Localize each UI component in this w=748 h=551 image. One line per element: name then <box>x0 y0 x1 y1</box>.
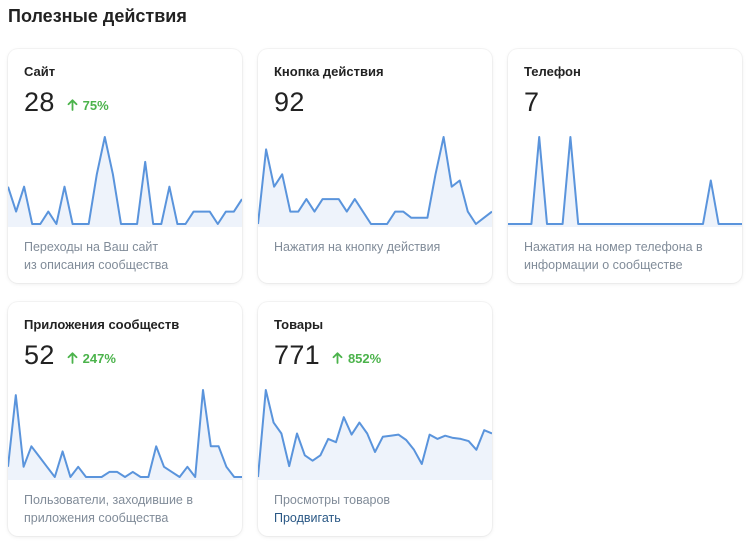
trend-value: 75% <box>82 97 109 113</box>
sparkline-line <box>8 390 242 477</box>
sparkline-area <box>258 137 492 227</box>
sparkline-line <box>258 390 492 477</box>
sparkline-line <box>508 137 742 224</box>
card-description: Нажатия на номер телефона в информации о… <box>524 238 729 274</box>
sparkline-line <box>258 137 492 224</box>
card-value: 92 <box>274 87 305 117</box>
arrow-up-icon <box>67 99 78 111</box>
trend-value: 852% <box>347 350 382 366</box>
stat-card-site[interactable]: Сайт 28 75% Переходы на Ваш сайт из опис… <box>8 49 242 283</box>
card-title: Кнопка действия <box>274 64 384 79</box>
sparkline-area <box>8 390 242 480</box>
card-value-row: 28 75% <box>24 87 109 118</box>
stat-card-phone[interactable]: Телефон 7 Нажатия на номер телефона в ин… <box>508 49 742 283</box>
stat-card-community-apps[interactable]: Приложения сообществ 52 247% Пользовател… <box>8 302 242 536</box>
card-description: Переходы на Ваш сайт из описания сообщес… <box>24 238 229 274</box>
description-line: из описания сообщества <box>24 258 169 272</box>
sparkline-chart <box>508 127 742 227</box>
description-line: информации о сообществе <box>524 258 683 272</box>
arrow-up-icon <box>67 352 78 364</box>
card-value: 7 <box>524 87 540 117</box>
card-title: Приложения сообществ <box>24 317 180 332</box>
card-value-row: 52 247% <box>24 340 116 371</box>
description-line: Переходы на Ваш сайт <box>24 240 159 254</box>
sparkline-area <box>8 137 242 227</box>
stat-card-action-button[interactable]: Кнопка действия 92 Нажатия на кнопку дей… <box>258 49 492 283</box>
trend-badge: 852% <box>332 351 381 366</box>
card-value-row: 7 <box>524 87 539 118</box>
trend-badge: 75% <box>67 98 109 113</box>
sparkline-chart <box>8 380 242 480</box>
trend-badge: 247% <box>67 351 116 366</box>
description-line: Пользователи, заходившие в <box>24 493 193 507</box>
card-description: Пользователи, заходившие в приложения со… <box>24 491 229 527</box>
card-title: Товары <box>274 317 324 332</box>
section-title: Полезные действия <box>8 6 187 26</box>
sparkline-area <box>258 390 492 480</box>
card-value-row: 771 852% <box>274 340 381 371</box>
description-line: Нажатия на номер телефона в <box>524 240 703 254</box>
card-title: Сайт <box>24 64 56 79</box>
sparkline-chart <box>8 127 242 227</box>
description-line: Нажатия на кнопку действия <box>274 240 441 254</box>
card-value-row: 92 <box>274 87 305 118</box>
sparkline-chart <box>258 380 492 480</box>
card-value: 771 <box>274 340 320 370</box>
description-line: Просмотры товаров <box>274 493 391 507</box>
trend-value: 247% <box>82 350 116 366</box>
card-value: 52 <box>24 340 55 370</box>
card-value: 28 <box>24 87 55 117</box>
sparkline-area <box>508 137 742 227</box>
promote-link[interactable]: Продвигать <box>274 511 341 525</box>
sparkline-chart <box>258 127 492 227</box>
card-description: Просмотры товаров Продвигать <box>274 491 479 527</box>
description-line: приложения сообщества <box>24 511 169 525</box>
stat-card-products[interactable]: Товары 771 852% Просмотры товаров Продви… <box>258 302 492 536</box>
card-description: Нажатия на кнопку действия <box>274 238 479 256</box>
arrow-up-icon <box>332 352 343 364</box>
sparkline-line <box>8 137 242 224</box>
card-title: Телефон <box>524 64 581 79</box>
